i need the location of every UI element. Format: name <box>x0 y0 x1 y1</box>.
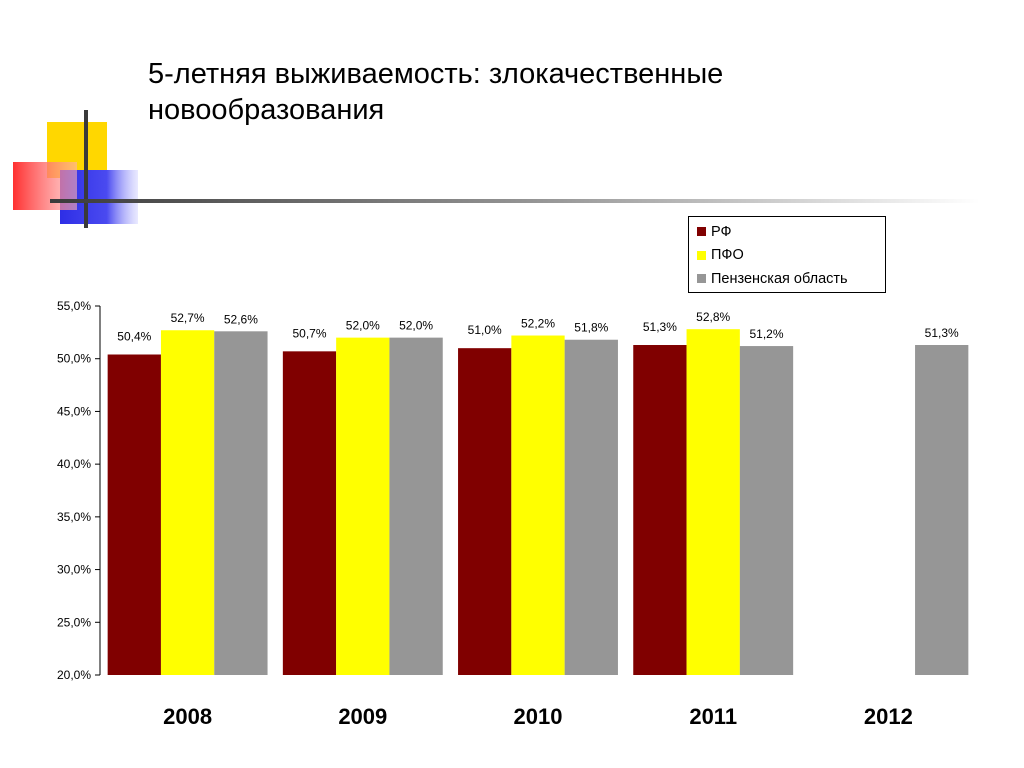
y-tick-label: 25,0% <box>57 615 91 629</box>
legend: РФ ПФО Пензенская область <box>688 216 886 293</box>
bars-group <box>107 329 969 675</box>
data-label: 51,0% <box>468 323 502 337</box>
y-tick-label: 50,0% <box>57 352 91 366</box>
x-tick-label: 2012 <box>864 704 913 729</box>
data-label: 51,3% <box>643 320 677 334</box>
bar <box>564 339 618 675</box>
bar <box>739 346 794 675</box>
data-label: 50,7% <box>292 326 326 340</box>
bar <box>686 329 740 675</box>
y-tick-label: 40,0% <box>57 457 91 471</box>
legend-label-pfo: ПФО <box>711 247 744 264</box>
data-labels-group: 50,4% 52,7% 52,6% 50,7% 52,0% 52,0% 51,0% 52,2%… <box>117 310 959 343</box>
bar <box>282 351 337 675</box>
legend-label-penza: Пензенская область <box>711 270 848 287</box>
bar <box>389 337 443 675</box>
page-title: 5-летняя выживаемость: злокачественные н… <box>148 56 968 128</box>
title-line-1: 5-летняя выживаемость: злокачественные <box>148 58 724 90</box>
bar <box>214 331 268 675</box>
data-label: 52,6% <box>224 312 258 326</box>
bar <box>511 335 565 675</box>
data-label: 52,7% <box>171 311 205 325</box>
legend-swatch-rf <box>697 227 706 237</box>
legend-item-pfo: ПФО <box>697 244 885 268</box>
legend-item-penza: Пензенская область <box>697 267 885 291</box>
bar <box>107 354 161 675</box>
bar <box>336 337 390 675</box>
legend-label-rf: РФ <box>711 223 732 240</box>
deco-vertical-line <box>84 110 88 228</box>
axis-group: 20,0% 25,0% 30,0% 35,0% 40,0% 45,0% 50,0% 55,0% <box>57 299 101 682</box>
data-label: 51,2% <box>749 327 783 341</box>
x-tick-label: 2008 <box>163 704 212 729</box>
x-tick-label: 2011 <box>689 704 737 729</box>
data-label: 52,0% <box>346 319 380 333</box>
legend-item-rf: РФ <box>697 220 885 244</box>
data-label: 50,4% <box>117 329 151 343</box>
data-label: 51,8% <box>574 321 608 335</box>
x-tick-labels-group: 2008 2009 2010 2011 2012 <box>163 704 913 729</box>
x-tick-label: 2009 <box>338 704 387 729</box>
data-label: 52,8% <box>696 310 730 324</box>
bar <box>915 345 969 675</box>
y-tick-label: 35,0% <box>57 510 91 524</box>
corner-decoration <box>13 110 980 228</box>
legend-swatch-pfo <box>697 250 706 260</box>
y-tick-label: 20,0% <box>57 668 91 682</box>
title-line-2: новообразования <box>148 94 385 126</box>
bar <box>633 345 687 675</box>
data-label: 51,3% <box>925 326 959 340</box>
y-tick-label: 55,0% <box>57 299 91 313</box>
x-tick-label: 2010 <box>514 704 563 729</box>
data-label: 52,2% <box>521 317 555 331</box>
data-label: 52,0% <box>399 319 433 333</box>
y-tick-label: 30,0% <box>57 563 91 577</box>
bar <box>458 348 512 675</box>
deco-horizontal-line <box>50 199 980 203</box>
y-tick-label: 45,0% <box>57 404 91 418</box>
bar <box>160 330 215 675</box>
legend-swatch-penza <box>697 274 706 284</box>
